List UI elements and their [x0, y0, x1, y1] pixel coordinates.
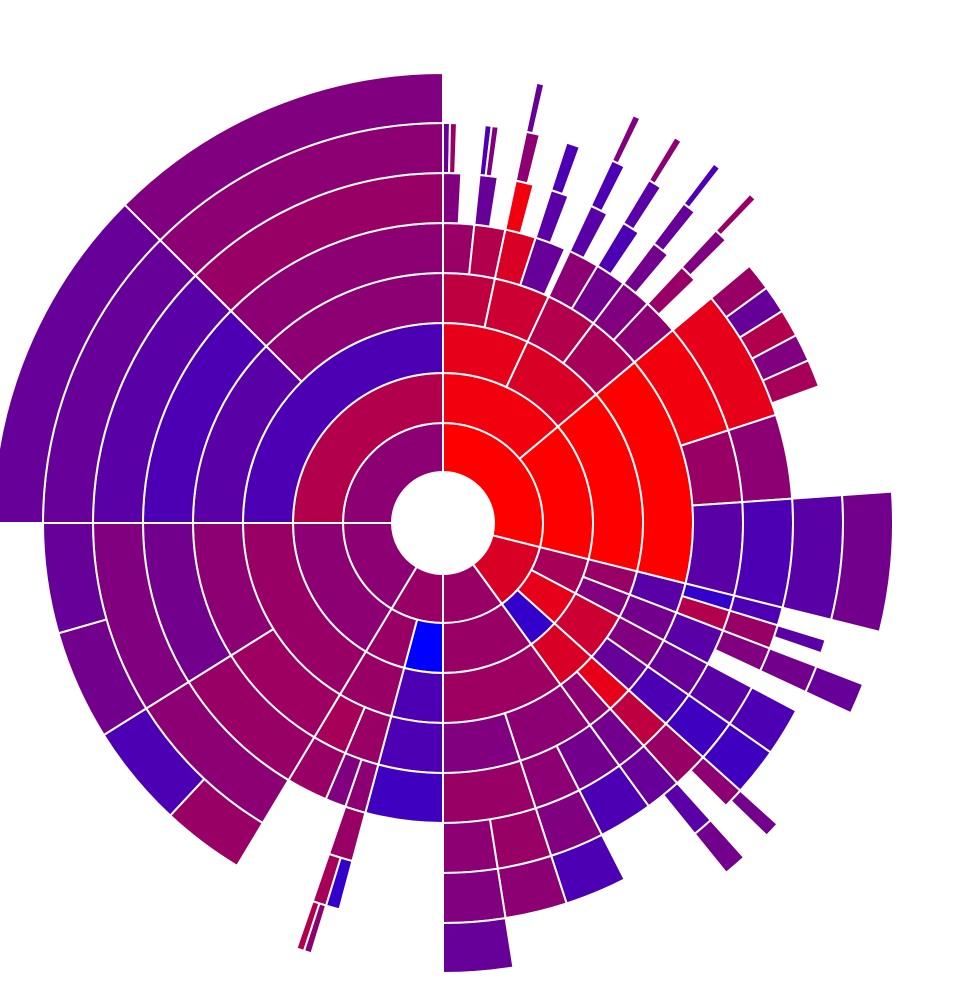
sunburst-segment-d5 — [733, 497, 794, 609]
sunburst-segment-d6 — [589, 159, 626, 213]
sunburst-segments — [0, 72, 894, 974]
sunburst-segment-d7 — [729, 789, 779, 837]
sunburst-segment-d6 — [622, 179, 662, 231]
sunburst-segment-d7 — [714, 192, 757, 237]
sunburst-segment-d7 — [693, 819, 746, 874]
sunburst-segment-d6 — [772, 624, 827, 655]
sunburst-segment-d7 — [648, 136, 683, 185]
sunburst-segment-d6 — [680, 229, 727, 277]
sunburst-segment-d5 — [534, 189, 570, 244]
sunburst-segment-d7 — [442, 917, 515, 974]
sunburst-segment-d5 — [622, 242, 669, 295]
sunburst-segment-d6 — [448, 122, 458, 175]
sunburst-segment-d6 — [484, 124, 500, 178]
sunburst-segment-d7 — [295, 900, 321, 952]
sunburst-segment-d7 — [804, 665, 865, 715]
sunburst-segment-d5 — [328, 805, 367, 863]
sunburst-segment-d5 — [568, 204, 609, 260]
sunburst-segment-d4 — [364, 763, 444, 824]
sunburst-segment-d5 — [646, 266, 696, 316]
sunburst-segment-d7 — [123, 72, 444, 242]
sunburst-segment-d5 — [473, 173, 499, 228]
sunburst-segment-d6 — [652, 202, 696, 252]
sunburst-segment-d6 — [514, 130, 541, 185]
sunburst-segment-d5 — [504, 179, 535, 235]
sunburst-segment-d7 — [525, 81, 546, 135]
sunburst-segment-d7 — [830, 490, 894, 633]
sunburst-segment-d6 — [761, 359, 820, 405]
sunburst-segment-d5 — [596, 221, 640, 276]
sunburst-segment-d6 — [550, 141, 581, 196]
sunburst-segment-d5 — [442, 172, 463, 225]
sunburst-segment-d4 — [684, 501, 744, 597]
sunburst-segment-d7 — [682, 162, 722, 209]
sunburst-segment-d5 — [442, 818, 499, 874]
sunburst-segment-d7 — [611, 114, 642, 165]
sunburst-segment-d6 — [442, 867, 507, 924]
